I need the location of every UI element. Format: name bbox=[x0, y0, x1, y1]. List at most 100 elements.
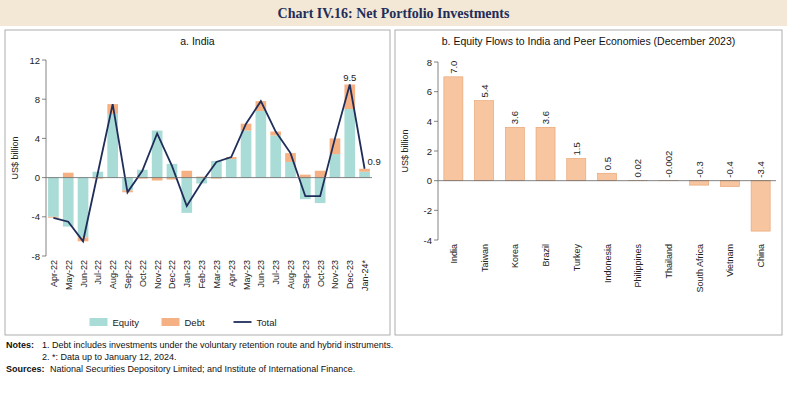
y-tick-label: 8 bbox=[35, 94, 40, 105]
x-tick-label: Aug-23 bbox=[286, 260, 296, 289]
labels: 7.05.43.63.61.50.50.02-0.002-0.3-0.4-3.4 bbox=[448, 61, 766, 178]
bar bbox=[181, 171, 192, 178]
y-tick bbox=[42, 216, 46, 217]
legend-label: Equity bbox=[113, 317, 140, 328]
bar bbox=[690, 181, 709, 185]
y-tick bbox=[42, 99, 46, 100]
x-tick-label: Korea bbox=[510, 244, 520, 268]
bar bbox=[751, 181, 770, 231]
y-tick-label: 6 bbox=[427, 86, 432, 97]
note: 1. Debt includes investments under the v… bbox=[42, 340, 393, 350]
data-label: 0.9 bbox=[368, 156, 381, 167]
bar bbox=[536, 127, 555, 180]
zero-line bbox=[438, 180, 776, 181]
x-tick-label: China bbox=[756, 244, 766, 268]
bar bbox=[78, 178, 89, 238]
bar bbox=[152, 131, 163, 178]
bar bbox=[720, 181, 739, 187]
panel-title: a. India bbox=[180, 35, 215, 47]
data-label: -0.3 bbox=[694, 161, 705, 177]
bar bbox=[256, 111, 267, 178]
y-tick bbox=[434, 180, 438, 181]
x-tick-label: Dec-23 bbox=[345, 260, 355, 289]
y-tick-label: -2 bbox=[424, 205, 432, 216]
y-tick-label: -4 bbox=[424, 235, 432, 246]
x-tick-label: Thailand bbox=[664, 244, 674, 279]
data-label: 3.6 bbox=[509, 111, 520, 124]
legend-swatch bbox=[162, 318, 180, 326]
data-label: -0.4 bbox=[724, 161, 735, 177]
y-tick-label: 4 bbox=[427, 116, 432, 127]
y-tick-label: 4 bbox=[35, 133, 40, 144]
bar bbox=[48, 178, 59, 217]
x-tick-label: Sep-22 bbox=[123, 260, 133, 289]
bar bbox=[270, 135, 281, 177]
x-tick-label: Jun-23 bbox=[256, 260, 266, 288]
bar bbox=[505, 127, 524, 180]
x-tick-label: Aug-22 bbox=[108, 260, 118, 289]
data-label: 5.4 bbox=[479, 84, 490, 97]
y-tick bbox=[434, 240, 438, 241]
bar bbox=[226, 159, 237, 178]
data-label: -0.002 bbox=[663, 151, 674, 178]
bar bbox=[567, 158, 586, 180]
bar bbox=[475, 101, 494, 181]
x-tick-label: May-23 bbox=[242, 260, 252, 290]
notes-title: Notes: bbox=[6, 340, 34, 350]
x-tick-label: Dec-22 bbox=[167, 260, 177, 289]
x-tick-label: Oct-22 bbox=[138, 260, 148, 287]
x-tick-label: Brazil bbox=[541, 244, 551, 267]
zero-line bbox=[46, 177, 372, 178]
y-tick-label: 0 bbox=[35, 172, 40, 183]
x-tick-label: Apr-23 bbox=[227, 260, 237, 287]
y-tick bbox=[42, 138, 46, 139]
x-tick-label: Oct-23 bbox=[316, 260, 326, 287]
bar bbox=[152, 178, 163, 181]
y-tick-label: 12 bbox=[29, 55, 40, 66]
y-tick bbox=[42, 256, 46, 257]
bar bbox=[597, 173, 616, 180]
x-tick-label: Jul-23 bbox=[271, 260, 281, 285]
data-label: 0.02 bbox=[632, 159, 643, 178]
legend-label: Total bbox=[257, 317, 277, 328]
legend-swatch bbox=[90, 318, 108, 326]
y-tick bbox=[434, 121, 438, 122]
x-tick-label: Jan-24* bbox=[360, 260, 370, 292]
x-tick-label: Vietnam bbox=[725, 244, 735, 277]
bar bbox=[300, 175, 311, 178]
x-tick-label: Nov-22 bbox=[153, 260, 163, 289]
chart-root: Chart IV.16: Net Portfolio Investmentsa.… bbox=[0, 0, 787, 393]
y-tick-label: 8 bbox=[427, 57, 432, 68]
bar bbox=[315, 171, 326, 178]
bar bbox=[330, 154, 341, 178]
bar bbox=[241, 131, 252, 178]
data-label: 9.5 bbox=[343, 72, 356, 83]
y-tick bbox=[42, 177, 46, 178]
marks bbox=[48, 85, 370, 242]
bar bbox=[63, 178, 74, 227]
panel-title: b. Equity Flows to India and Peer Econom… bbox=[442, 35, 736, 47]
legend-swatch bbox=[234, 321, 252, 323]
sources: National Securities Depository Limited; … bbox=[50, 364, 355, 374]
y-tick bbox=[434, 62, 438, 63]
data-label: 1.5 bbox=[571, 142, 582, 155]
marks bbox=[444, 77, 770, 231]
legend-label: Debt bbox=[185, 317, 205, 328]
x-tick-label: Jul-22 bbox=[93, 260, 103, 285]
sources-title: Sources: bbox=[6, 364, 45, 374]
panel: a. IndiaUS$ billion-8-4048129.50.9Equity… bbox=[5, 30, 390, 335]
bar bbox=[444, 77, 463, 181]
title-bar bbox=[0, 0, 787, 26]
x-tick-label: South Africa bbox=[695, 244, 705, 293]
labels: 9.5 0.9 bbox=[343, 72, 381, 167]
x-tick-label: Jun-22 bbox=[79, 260, 89, 288]
x-tick-label: India bbox=[449, 244, 459, 264]
x-tick-label: May-22 bbox=[64, 260, 74, 290]
axis-title: US$ billion bbox=[10, 136, 20, 179]
data-label: -3.4 bbox=[755, 161, 766, 177]
x-tick-label: Mar-23 bbox=[212, 260, 222, 289]
panel-frame bbox=[5, 30, 390, 335]
x-tick-label: Feb-23 bbox=[197, 260, 207, 289]
y-axis bbox=[46, 60, 47, 256]
x-tick-label: Indonesia bbox=[603, 244, 613, 283]
